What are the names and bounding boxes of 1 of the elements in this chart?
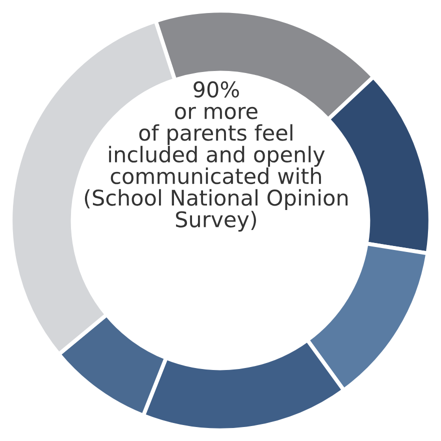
text: 90% or more of parents feel included and openly communicated with (School National Opinion Survey) (84, 81, 348, 232)
